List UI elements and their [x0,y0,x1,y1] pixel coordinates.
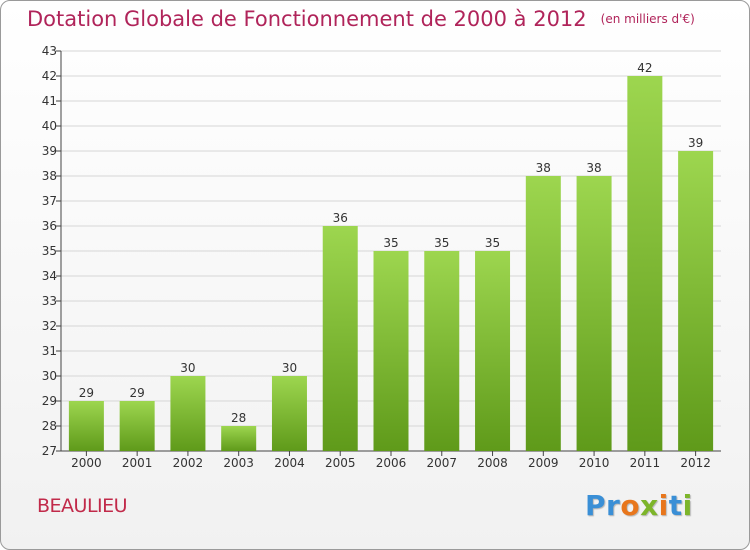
title-text: Dotation Globale de Fonctionnement de 20… [27,7,587,31]
data-label-2000: 29 [79,386,94,400]
x-tick-label: 2000 [71,456,102,470]
y-tick-label: 39 [42,144,57,158]
commune-name: BEAULIEU [37,495,128,517]
logo-letter: x [640,489,659,522]
bar-2006 [373,251,409,451]
bar-2005 [322,226,358,451]
y-tick-label: 30 [42,369,57,383]
y-tick-label: 42 [42,69,57,83]
logo-letter: r [606,489,621,522]
x-tick-label: 2005 [325,456,356,470]
x-tick-label: 2007 [426,456,457,470]
x-tick-label: 2001 [122,456,153,470]
data-label-2003: 28 [231,411,246,425]
x-tick-label: 2008 [477,456,508,470]
x-tick-label: 2003 [223,456,254,470]
data-label-2006: 35 [383,236,398,250]
y-tick-label: 35 [42,244,57,258]
y-tick-label: 36 [42,219,57,233]
bar-2001 [119,401,155,451]
unit-label: (en milliers d'€) [600,12,695,26]
x-tick-label: 2006 [376,456,407,470]
logo-letter: t [668,489,683,522]
bar-2003 [221,426,257,451]
y-tick-label: 41 [42,94,57,108]
y-tick-label: 37 [42,194,57,208]
data-label-2001: 29 [130,386,145,400]
logo-letter: i [682,489,693,522]
data-label-2011: 42 [637,61,652,75]
data-label-2005: 36 [333,211,348,225]
x-tick-label: 2009 [528,456,559,470]
data-label-2008: 35 [485,236,500,250]
data-label-2007: 35 [434,236,449,250]
y-tick-label: 32 [42,319,57,333]
proxiti-logo: Proxiti [585,489,693,522]
data-label-2004: 30 [282,361,297,375]
logo-letter: i [658,489,669,522]
bars [68,76,714,451]
bar-2009 [525,176,561,451]
x-tick-label: 2012 [680,456,711,470]
y-tick-label: 33 [42,294,57,308]
logo-letter: o [620,489,641,522]
bar-2007 [424,251,460,451]
x-tick-label: 2002 [173,456,204,470]
y-tick-label: 43 [42,44,57,58]
bar-2004 [271,376,307,451]
bar-2000 [68,401,104,451]
x-tick-label: 2010 [579,456,610,470]
bar-2012 [678,151,714,451]
y-tick-label: 34 [42,269,57,283]
data-label-2012: 39 [688,136,703,150]
y-tick-label: 38 [42,169,57,183]
bar-2010 [576,176,612,451]
y-tick-label: 27 [42,444,57,458]
y-tick-label: 31 [42,344,57,358]
y-tick-label: 28 [42,419,57,433]
y-tick-label: 29 [42,394,57,408]
data-label-2010: 38 [586,161,601,175]
x-tick-label: 2011 [630,456,661,470]
data-label-2009: 38 [536,161,551,175]
bar-2008 [475,251,511,451]
chart-title: Dotation Globale de Fonctionnement de 20… [27,7,695,31]
x-tick-label: 2004 [274,456,305,470]
bar-2011 [627,76,663,451]
data-labels: 29 29 30 28 30 36 35 35 35 38 38 42 39 [79,61,704,425]
bar-2002 [170,376,206,451]
y-tick-label: 40 [42,119,57,133]
data-label-2002: 30 [180,361,195,375]
logo-letter: P [585,489,607,522]
